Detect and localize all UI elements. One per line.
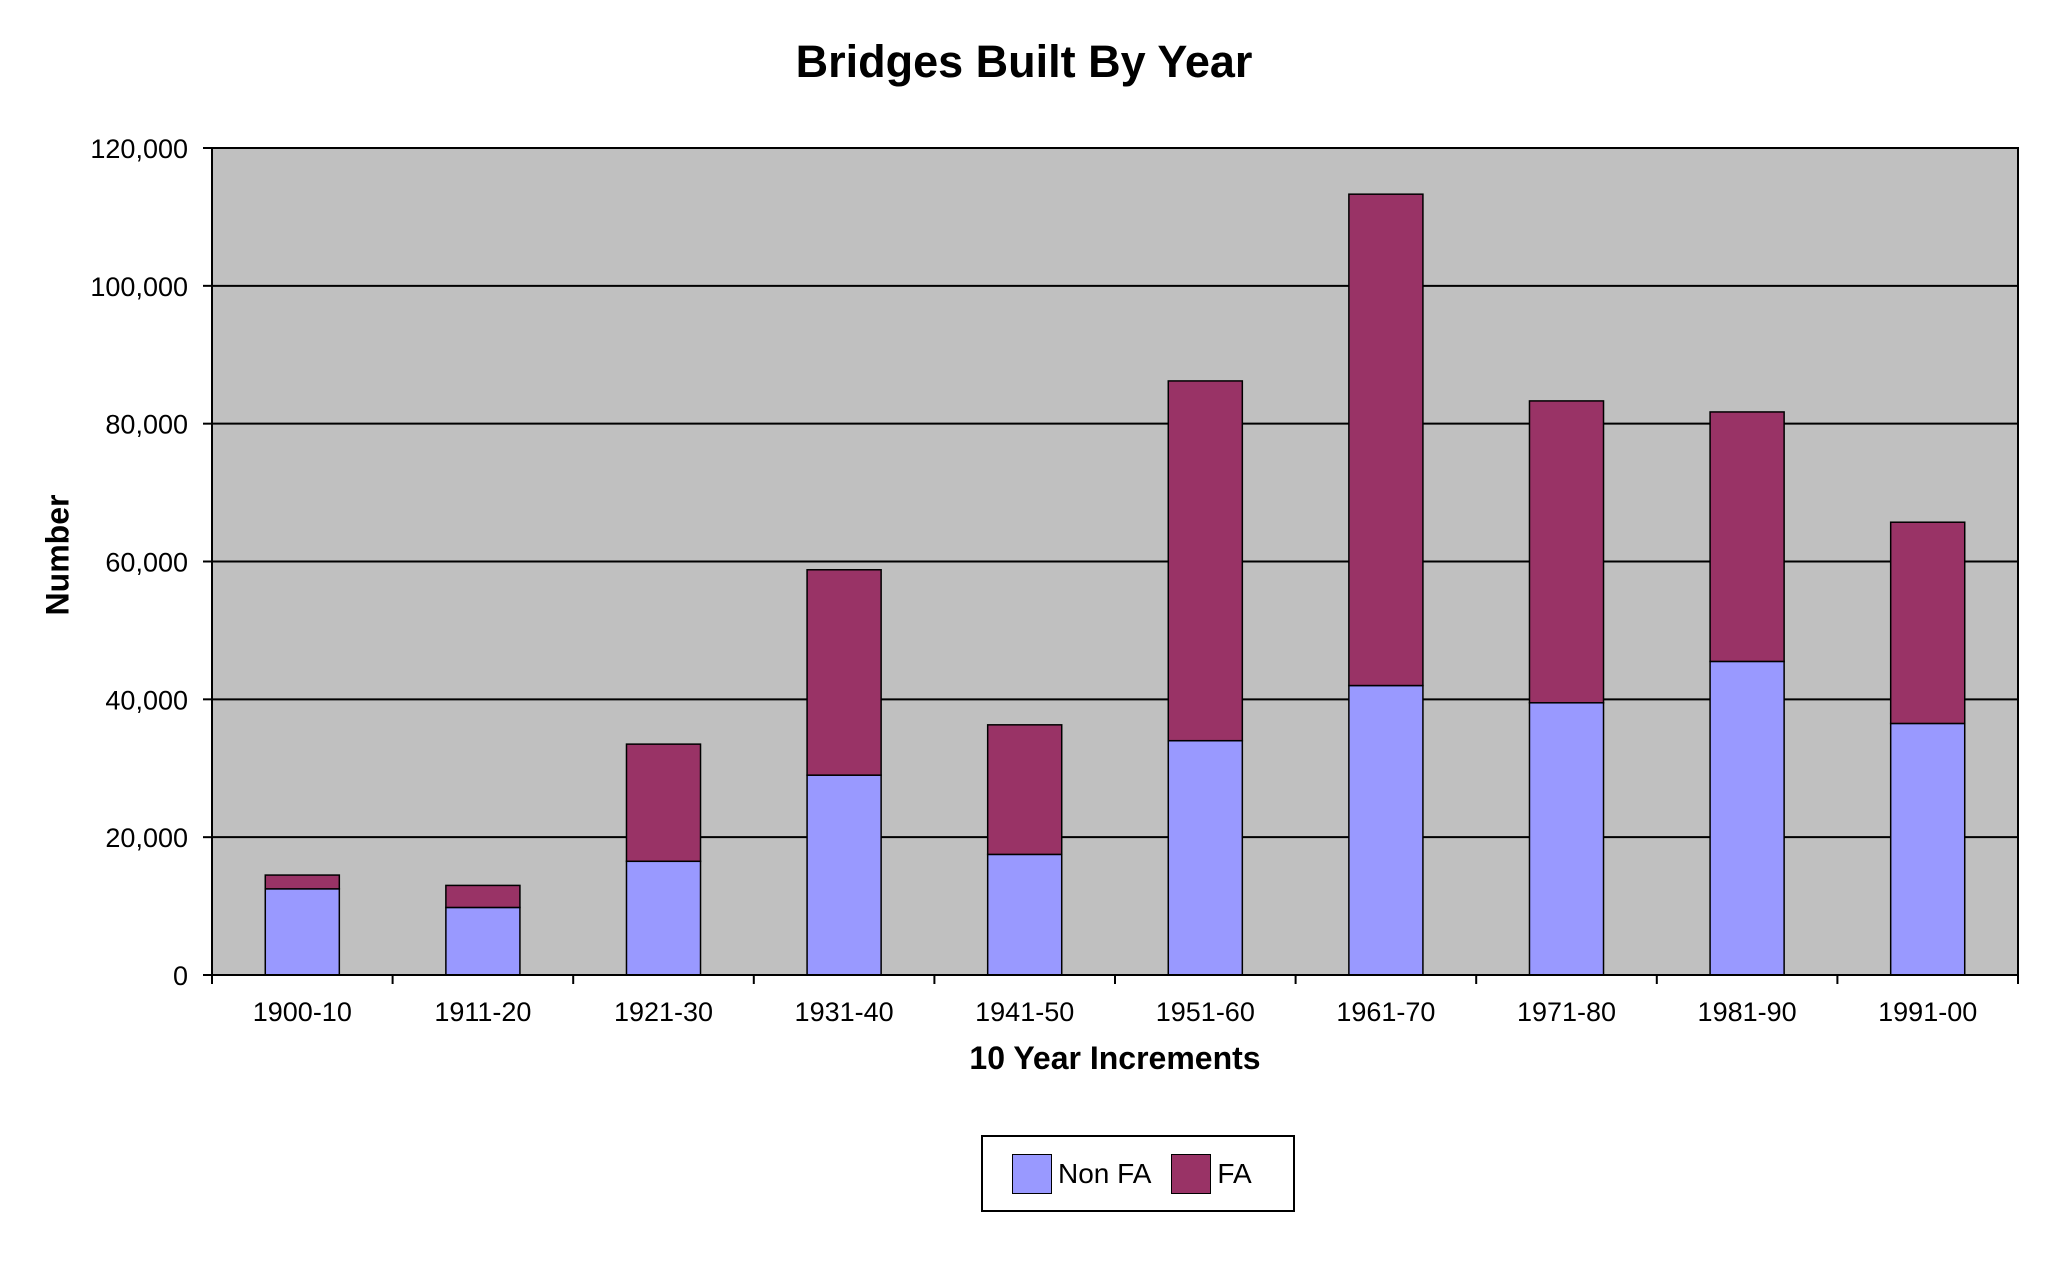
bar-fa-1961-70 <box>1348 193 1424 687</box>
bar-non-fa-1981-90 <box>1709 660 1785 976</box>
bar-fa-1991-00 <box>1889 521 1966 725</box>
x-axis-label: 10 Year Increments <box>969 1040 1261 1076</box>
bar-fa-1921-30 <box>625 743 702 863</box>
y-tick-label: 20,000 <box>105 823 188 853</box>
x-tick-label: 1931-40 <box>795 997 894 1027</box>
bar-fa-1911-20 <box>445 884 521 909</box>
bar-non-fa-1951-60 <box>1167 739 1244 976</box>
y-tick-label: 100,000 <box>90 272 188 302</box>
bar-non-fa-1900-10 <box>264 888 341 976</box>
x-tick-label: 1911-20 <box>434 997 531 1027</box>
y-tick-label: 120,000 <box>90 134 188 164</box>
bar-fa-1931-40 <box>806 569 882 776</box>
bar-non-fa-1911-20 <box>445 906 521 976</box>
legend-swatch-non-fa <box>1012 1153 1052 1194</box>
x-tick-label: 1991-00 <box>1878 997 1977 1027</box>
x-tick-label: 1900-10 <box>253 997 352 1027</box>
bar-fa-1971-80 <box>1528 400 1605 704</box>
y-axis-label: Number <box>39 494 76 616</box>
legend-label-fa: FA <box>1217 1157 1252 1189</box>
legend: Non FA FA <box>981 1135 1295 1212</box>
x-tick-label: 1951-60 <box>1156 997 1255 1027</box>
y-tick-label: 80,000 <box>105 410 188 440</box>
bar-non-fa-1961-70 <box>1348 684 1424 976</box>
bar-fa-1941-50 <box>986 724 1063 856</box>
y-tick-label: 60,000 <box>105 548 188 578</box>
bar-non-fa-1941-50 <box>986 853 1063 976</box>
bar-fa-1900-10 <box>264 874 341 890</box>
bar-fa-1981-90 <box>1709 411 1785 663</box>
y-axis-ticks: 0 20,000 40,000 60,000 80,000 100,000 120,000 <box>90 134 212 991</box>
x-tick-label: 1971-80 <box>1517 997 1616 1027</box>
bar-fa-1951-60 <box>1167 380 1244 742</box>
bar-non-fa-1971-80 <box>1528 702 1605 976</box>
x-tick-label: 1961-70 <box>1336 997 1435 1027</box>
x-tick-label: 1981-90 <box>1698 997 1797 1027</box>
bar-non-fa-1991-00 <box>1889 722 1966 976</box>
bar-non-fa-1921-30 <box>625 860 702 976</box>
bar-non-fa-1931-40 <box>806 774 882 976</box>
legend-label-non-fa: Non FA <box>1058 1157 1152 1189</box>
x-axis-ticks: 1900-10 1911-20 1921-30 1931-40 1941-50 1951-… <box>211 975 2019 1027</box>
legend-item-fa: FA <box>1171 1153 1252 1194</box>
legend-swatch-fa <box>1171 1153 1212 1194</box>
legend-item-non-fa: Non FA <box>1012 1153 1152 1194</box>
y-tick-label: 0 <box>173 961 188 991</box>
bars <box>264 193 1966 976</box>
x-tick-label: 1941-50 <box>975 997 1074 1027</box>
x-tick-label: 1921-30 <box>614 997 713 1027</box>
chart-title: Bridges Built By Year <box>795 36 1253 87</box>
y-tick-label: 40,000 <box>105 685 188 715</box>
